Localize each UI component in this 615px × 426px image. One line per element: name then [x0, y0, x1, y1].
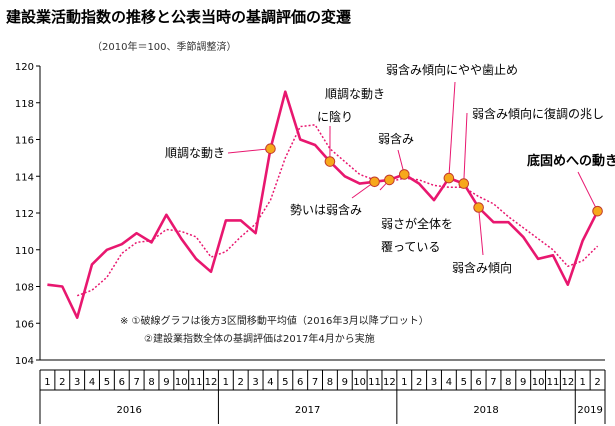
x-tick-label: 12 — [383, 377, 396, 388]
annotation-label: 底固めへの動き — [527, 153, 615, 169]
x-tick-label: 9 — [520, 377, 526, 388]
chart-note-1: ※ ①破線グラフは後方3区間移動平均値（2016年3月以降プロット） — [120, 316, 429, 327]
y-tick-label: 112 — [15, 209, 34, 220]
x-tick-label: 8 — [505, 377, 511, 388]
annotation-label: 覆っている — [381, 240, 440, 254]
x-tick-label: 10 — [532, 377, 545, 388]
annotation-label: 弱含み傾向にやや歯止め — [386, 62, 518, 77]
x-tick-label: 6 — [475, 377, 481, 388]
year-label: 2016 — [116, 405, 141, 416]
annotation-label: 弱さが全体を — [381, 216, 453, 231]
x-tick-label: 5 — [104, 377, 110, 388]
moving-average-line — [76, 124, 599, 297]
x-tick-label: 1 — [401, 377, 407, 388]
x-tick-label: 3 — [74, 377, 80, 388]
x-tick-label: 5 — [282, 377, 288, 388]
y-tick-label: 116 — [15, 136, 34, 147]
x-tick-label: 7 — [312, 377, 318, 388]
year-label: 2017 — [295, 405, 320, 416]
annotation-label: 順調な動き — [325, 87, 385, 101]
y-tick-label: 114 — [15, 172, 34, 183]
x-tick-label: 12 — [561, 377, 574, 388]
y-tick-label: 120 — [15, 62, 34, 73]
x-tick-label: 8 — [327, 377, 333, 388]
x-tick-label: 2 — [594, 377, 600, 388]
y-tick-label: 104 — [15, 356, 34, 367]
annotation-label: 弱含み傾向に復調の兆し — [472, 106, 604, 121]
evaluation-marker — [592, 205, 603, 217]
annotation-label: 弱含み — [378, 131, 414, 146]
chart-subtitle: （2010年＝100、季節調整済） — [92, 42, 237, 53]
x-tick-label: 5 — [461, 377, 467, 388]
annotation-leader — [463, 112, 468, 184]
x-tick-label: 2 — [59, 377, 65, 388]
y-tick-label: 106 — [15, 319, 34, 330]
x-tick-label: 12 — [205, 377, 218, 388]
x-tick-label: 2 — [416, 377, 422, 388]
annotation-label: に陰り — [317, 110, 353, 124]
evaluation-marker — [443, 172, 455, 184]
annotation-label: 勢いは弱含み — [290, 202, 362, 217]
y-tick-label: 108 — [15, 283, 34, 294]
annotation-leader — [227, 148, 271, 154]
evaluation-marker — [458, 178, 470, 189]
x-tick-label: 9 — [163, 377, 169, 388]
y-tick-label: 110 — [15, 246, 34, 257]
evaluation-marker — [324, 156, 336, 167]
y-tick-label: 118 — [15, 99, 34, 110]
year-label: 2018 — [473, 405, 498, 416]
annotation-label: 弱含み傾向 — [452, 260, 512, 275]
x-tick-label: 4 — [446, 377, 452, 388]
x-tick-label: 6 — [297, 377, 303, 388]
x-tick-label: 6 — [119, 377, 125, 388]
x-tick-label: 1 — [223, 377, 229, 388]
annotation-label: 順調な動き — [165, 146, 225, 160]
x-tick-label: 4 — [89, 377, 95, 388]
x-tick-label: 11 — [547, 377, 560, 388]
x-tick-label: 1 — [44, 377, 50, 388]
year-label: 2019 — [577, 405, 602, 416]
evaluation-marker — [473, 202, 484, 213]
x-tick-label: 10 — [353, 377, 366, 388]
evaluation-marker — [384, 174, 395, 186]
activity-index-line — [47, 90, 599, 320]
annotation-leader — [478, 207, 484, 256]
x-tick-label: 10 — [175, 377, 188, 388]
x-tick-label: 3 — [252, 377, 258, 388]
evaluation-marker — [398, 169, 410, 180]
x-tick-label: 11 — [190, 377, 203, 388]
x-tick-label: 7 — [490, 377, 496, 388]
x-tick-label: 1 — [580, 377, 586, 388]
annotation-leader — [577, 171, 599, 212]
chart-title: 建設業活動指数の推移と公表当時の基調評価の変遷 — [6, 8, 352, 26]
annotation-leader — [448, 81, 456, 179]
x-tick-label: 4 — [267, 377, 273, 388]
x-tick-label: 3 — [431, 377, 437, 388]
x-tick-label: 11 — [368, 377, 381, 388]
evaluation-marker — [369, 176, 380, 188]
x-tick-label: 9 — [342, 377, 348, 388]
x-tick-label: 8 — [148, 377, 154, 388]
x-tick-label: 2 — [238, 377, 244, 388]
evaluation-marker — [265, 143, 276, 154]
x-tick-label: 7 — [133, 377, 139, 388]
chart-note-2: ②建設業指数全体の基調評価は2017年4月から実施 — [144, 334, 375, 345]
